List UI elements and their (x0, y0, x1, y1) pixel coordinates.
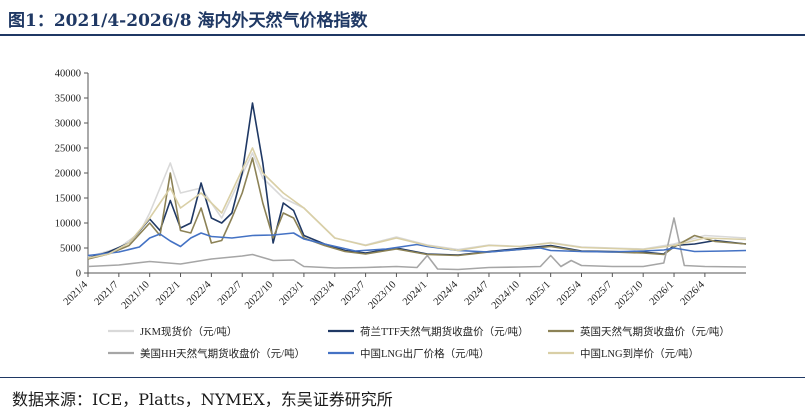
x-tick-label: 2022/7 (216, 279, 244, 307)
x-tick-label: 2021/10 (120, 279, 152, 311)
y-tick-label: 35000 (55, 94, 81, 105)
x-tick-label: 2024/7 (463, 279, 491, 307)
x-tick-label: 2026/1 (648, 279, 676, 307)
y-tick-label: 25000 (55, 144, 81, 155)
legend-label: 美国HH天然气期货收盘价（元/吨） (140, 347, 305, 360)
x-tick-label: 2024/10 (490, 279, 522, 311)
title-divider (0, 34, 805, 36)
x-tick-label: 2026/4 (679, 279, 708, 308)
series-line (87, 102, 747, 259)
x-tick-label: 2025/1 (524, 279, 552, 307)
x-tick-label: 2025/4 (555, 279, 584, 308)
x-tick-label: 2021/7 (93, 279, 121, 307)
y-tick-label: 40000 (55, 69, 81, 80)
x-tick-label: 2023/4 (308, 279, 337, 308)
y-tick-label: 10000 (55, 219, 81, 230)
figure-title: 图1：2021/4-2026/8 海内外天然气价格指数 (8, 11, 368, 31)
legend-label: JKM现货价（元/吨） (140, 325, 237, 338)
x-tick-label: 2024/1 (401, 279, 429, 307)
source-divider (0, 377, 805, 378)
data-source-note: 数据来源：ICE，Platts，NYMEX，东吴证券研究所 (12, 390, 393, 409)
legend-label: 英国天然气期货收盘价（元/吨） (580, 325, 730, 338)
series-line (87, 217, 747, 271)
series-line (87, 147, 747, 259)
series-line (87, 232, 747, 257)
x-tick-label: 2023/10 (366, 279, 398, 311)
x-tick-label: 2021/4 (62, 279, 91, 308)
x-tick-label: 2025/7 (586, 279, 614, 307)
y-tick-label: 20000 (55, 169, 81, 180)
line-chart: 0 5000 10000 15000 20000 25000 30000 35000 40000… (55, 69, 747, 360)
x-tick-label: 2024/4 (432, 279, 461, 308)
y-axis: 0 5000 10000 15000 20000 25000 30000 35000 40000 (55, 69, 89, 280)
x-tick-label: 2022/1 (154, 279, 182, 307)
y-tick-label: 30000 (55, 119, 81, 130)
series-lines (87, 102, 747, 271)
y-tick-label: 0 (76, 269, 81, 280)
y-tick-label: 15000 (55, 194, 81, 205)
x-tick-label: 2025/10 (613, 279, 645, 311)
x-tick-label: 2022/10 (243, 279, 275, 311)
legend-label: 中国LNG到岸价（元/吨） (580, 347, 699, 360)
x-tick-label: 2022/4 (185, 279, 214, 308)
legend-label: 中国LNG出厂价格（元/吨） (360, 347, 490, 360)
x-tick-label: 2023/7 (339, 279, 367, 307)
legend: JKM现货价（元/吨） 荷兰TTF天然气期货收盘价（元/吨） 英国天然气期货收盘价（… (108, 325, 730, 360)
x-tick-label: 2023/1 (278, 279, 306, 307)
legend-label: 荷兰TTF天然气期货收盘价（元/吨） (360, 325, 529, 338)
y-tick-label: 5000 (60, 244, 81, 255)
